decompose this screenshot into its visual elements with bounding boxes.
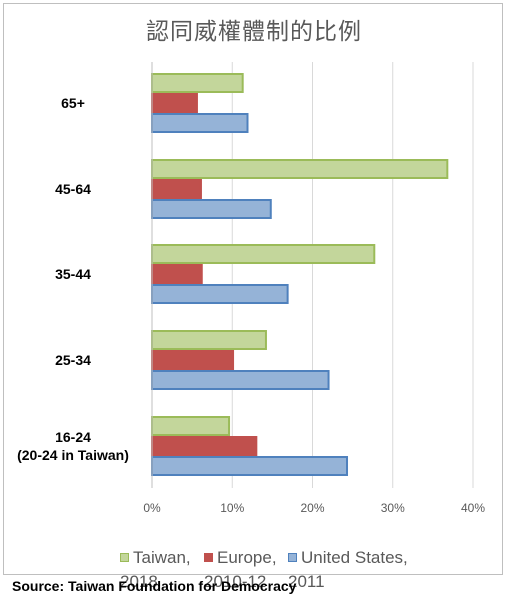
tick-label-10: 10% (220, 501, 244, 515)
legend: Taiwan, 2018 Europe, 2010-12 United Stat… (0, 522, 508, 591)
bar-taiwan-1 (151, 159, 449, 179)
bar-us-4 (151, 456, 349, 476)
chart-title: 認同威權體制的比例 (146, 19, 362, 45)
bar-europe-1 (151, 179, 202, 199)
tick-label-20: 20% (300, 501, 324, 515)
bar-europe-4 (151, 436, 258, 456)
bar-taiwan-2 (151, 244, 376, 264)
category-label-line: (20-24 in Taiwan) (17, 447, 129, 463)
legend-item-europe: Europe, 2010-12 (204, 522, 277, 594)
bar-us-1 (151, 199, 272, 219)
category-label-line: 35-44 (55, 266, 91, 282)
legend-swatch-us (288, 553, 297, 562)
tick-label-30: 30% (381, 501, 405, 515)
bar-taiwan-3 (151, 330, 267, 350)
category-label-2: 35-44 (55, 266, 91, 282)
tick-label-0: 0% (143, 501, 161, 515)
tick-label-40: 40% (461, 501, 485, 515)
legend-label-europe: Europe, 2010-12 (204, 548, 277, 591)
legend-swatch-europe (204, 553, 213, 562)
category-label-line: 45-64 (55, 181, 91, 197)
bar-europe-0 (151, 93, 198, 113)
tick-labels: 0% 10% 20% 30% 40% (143, 501, 485, 515)
category-label-line: 25-34 (55, 352, 91, 368)
category-label-1: 45-64 (55, 181, 91, 197)
legend-swatch-taiwan (120, 553, 129, 562)
legend-item-taiwan: Taiwan, 2018 (120, 522, 191, 594)
category-label-4: 16-24 (20-24 in Taiwan) (17, 429, 129, 463)
category-label-0: 65+ (61, 95, 85, 111)
bar-europe-2 (151, 264, 203, 284)
category-labels: 65+ 45-64 35-44 25-34 16-24 (20-24 in Taiwan) (17, 95, 129, 463)
bar-us-2 (151, 284, 289, 304)
legend-item-us: United States, 2011 (288, 522, 408, 594)
legend-label-us: United States, 2011 (288, 548, 408, 591)
source-note: Source: Taiwan Foundation for Democracy (12, 578, 297, 594)
category-label-line: 65+ (61, 95, 85, 111)
category-label-3: 25-34 (55, 352, 91, 368)
gridlines (231, 62, 474, 488)
bars (151, 73, 449, 476)
bar-us-3 (151, 370, 330, 390)
bar-europe-3 (151, 350, 235, 370)
bar-taiwan-4 (151, 416, 231, 436)
bar-us-0 (151, 113, 249, 133)
bar-taiwan-0 (151, 73, 244, 93)
legend-label-taiwan: Taiwan, 2018 (120, 548, 191, 591)
category-label-line: 16-24 (55, 429, 91, 445)
